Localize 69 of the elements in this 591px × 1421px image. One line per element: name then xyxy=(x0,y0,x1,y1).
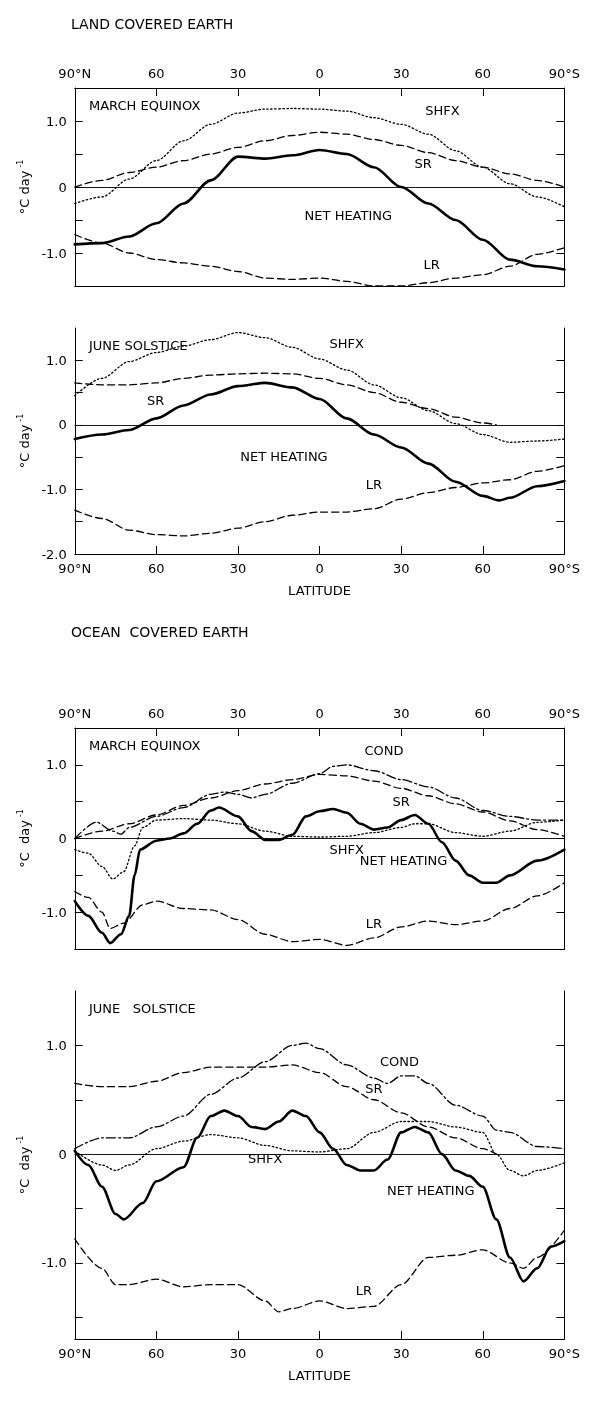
series-label: COND xyxy=(380,1053,420,1069)
x-tick-label: 0 xyxy=(315,1346,324,1361)
series-label: COND xyxy=(364,743,404,759)
y-tick-label: -1.0 xyxy=(41,245,67,261)
x-tick-label: 90°N xyxy=(58,1346,92,1361)
x2-tick-label: 60 xyxy=(148,706,165,721)
y-tick-label: -1.0 xyxy=(41,1255,67,1271)
y-axis-title: °C day-1 xyxy=(15,1135,32,1195)
x2-tick-label: 0 xyxy=(315,706,324,721)
series-label: LR xyxy=(355,1282,373,1298)
y-tick-label: 1.0 xyxy=(46,113,67,129)
y-axis-title: °C day-1 xyxy=(15,809,32,868)
x2-tick-label: 30 xyxy=(229,706,247,721)
x-tick-label: 90°N xyxy=(58,561,92,576)
y-tick-label: 0 xyxy=(58,831,67,846)
y-tick-label: 1.0 xyxy=(46,352,67,368)
y-tick-label: -1.0 xyxy=(41,904,67,920)
x2-tick-label: 30 xyxy=(392,706,410,721)
series-label: SHFX xyxy=(329,336,365,352)
y-tick-label: 1.0 xyxy=(46,757,67,773)
x2-tick-label: 60 xyxy=(474,66,492,81)
y-tick-label: 0 xyxy=(58,1146,67,1162)
y-tick-label: -2.0 xyxy=(41,546,67,562)
y-tick-label: 0 xyxy=(58,179,67,195)
x-tick-label: 60 xyxy=(148,561,165,576)
series-label: SR xyxy=(414,155,432,171)
x2-tick-label: 60 xyxy=(474,706,492,721)
series-label: NET HEATING xyxy=(304,208,393,223)
x-tick-label: 60 xyxy=(148,1346,165,1361)
x2-tick-label: 90°N xyxy=(58,706,92,721)
x2-tick-label: 30 xyxy=(229,66,247,81)
text: JUNE SOLSTICE xyxy=(88,1001,196,1016)
series-label: SR xyxy=(392,793,410,809)
x-tick-label: 90°S xyxy=(548,1346,580,1361)
series-label: LR xyxy=(365,916,383,932)
series-label: SHFX xyxy=(247,1150,283,1166)
x-tick-label: 30 xyxy=(392,561,410,576)
series-label: SR xyxy=(365,1081,383,1097)
x-tick-label: 60 xyxy=(474,1346,492,1361)
series-label: SR xyxy=(146,392,165,408)
x-tick-label: 30 xyxy=(392,1346,410,1361)
series-label: LR xyxy=(423,256,440,272)
x-tick-label: 30 xyxy=(229,561,247,576)
chart-title: LAND COVERED EARTH xyxy=(71,16,234,32)
x-axis-title: LATITUDE xyxy=(288,583,351,598)
x2-tick-label: 90°S xyxy=(548,706,580,721)
text: JUNE SOLSTICE xyxy=(88,338,188,353)
y-axis-title: °C day-1 xyxy=(15,413,32,469)
text: MARCH EQUINOX xyxy=(89,738,201,753)
text: NET HEATING xyxy=(240,449,328,465)
x-tick-label: 90°S xyxy=(548,561,580,576)
text: MARCH EQUINOX xyxy=(89,98,201,113)
x-tick-label: 60 xyxy=(474,561,492,576)
x-tick-label: 30 xyxy=(229,1346,247,1361)
y-tick-label: -1.0 xyxy=(41,481,67,497)
x2-tick-label: 90°S xyxy=(548,66,580,81)
y-axis-title: °C day-1 xyxy=(15,159,32,215)
y-tick-label: 1.0 xyxy=(46,1037,67,1053)
x2-tick-label: 60 xyxy=(148,66,165,81)
x-axis-title: LATITUDE xyxy=(288,1368,351,1383)
series-label: SHFX xyxy=(425,102,460,118)
chart-title: OCEAN COVERED EARTH xyxy=(71,624,249,640)
x2-tick-label: 90°N xyxy=(58,66,92,81)
x2-tick-label: 0 xyxy=(315,66,324,81)
x2-tick-label: 30 xyxy=(392,66,410,81)
series-label: LR xyxy=(365,477,383,493)
y-tick-label: 0 xyxy=(58,417,67,433)
x-tick-label: 0 xyxy=(315,561,324,576)
series-label: NET HEATING xyxy=(387,1183,475,1199)
